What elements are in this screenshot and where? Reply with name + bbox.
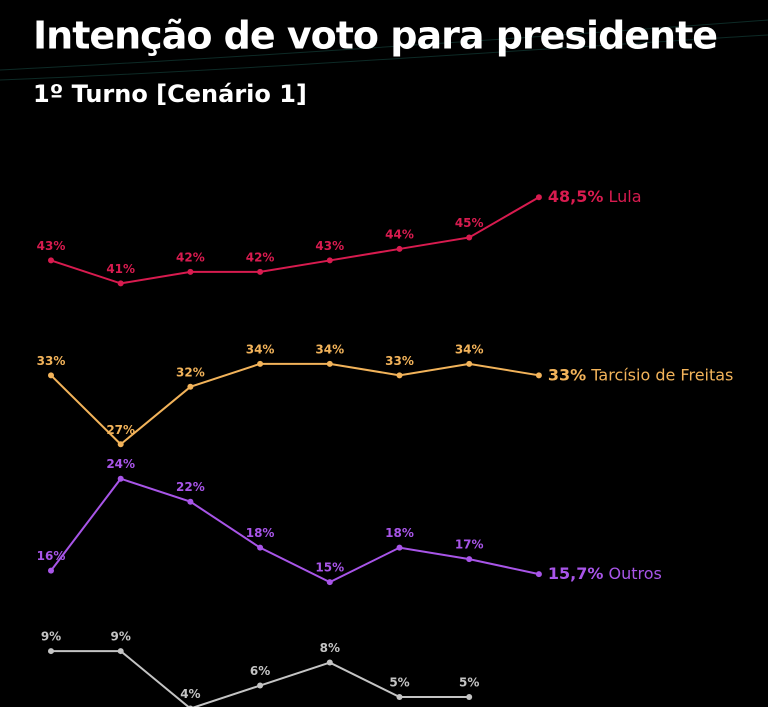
end-label: 15,7% Outros <box>548 564 662 583</box>
point <box>257 682 264 689</box>
point <box>187 383 194 390</box>
point <box>117 648 124 655</box>
value-label: 17% <box>455 538 484 552</box>
point <box>396 544 403 551</box>
point <box>187 498 194 505</box>
value-label: 9% <box>41 630 61 644</box>
value-label: 33% <box>385 354 414 368</box>
value-label: 45% <box>455 216 484 230</box>
point <box>257 268 264 275</box>
value-label: 8% <box>320 641 340 655</box>
point <box>466 694 473 701</box>
point <box>48 257 54 264</box>
point <box>117 280 124 287</box>
point <box>396 694 403 701</box>
value-label: 42% <box>246 250 275 264</box>
point <box>466 234 473 241</box>
value-label: 34% <box>455 342 484 356</box>
value-label: 15% <box>315 561 344 575</box>
point <box>187 268 194 275</box>
point <box>326 579 333 586</box>
point <box>535 194 542 201</box>
point <box>257 544 264 551</box>
value-label: 4% <box>180 687 200 701</box>
series-line <box>50 196 540 285</box>
point <box>117 441 124 448</box>
chart-subtitle: 1º Turno [Cenário 1] <box>33 80 307 108</box>
value-label: 33% <box>37 354 66 368</box>
point <box>466 360 473 367</box>
end-value-label: 15,7% <box>548 564 604 583</box>
value-label: 5% <box>389 676 409 690</box>
chart-title: Intenção de voto para presidente <box>33 14 717 58</box>
point <box>326 360 333 367</box>
value-label: 34% <box>246 342 275 356</box>
point <box>48 372 54 379</box>
point <box>396 372 403 379</box>
value-label: 27% <box>106 423 135 437</box>
value-label: 5% <box>459 676 479 690</box>
value-label: 32% <box>176 365 205 379</box>
end-label: 48,5% Lula <box>548 187 642 206</box>
point <box>535 372 542 379</box>
series-name: Tarcísio de Freitas <box>590 365 733 384</box>
value-label: 34% <box>315 342 344 356</box>
value-label: 16% <box>37 549 66 563</box>
value-label: 43% <box>315 239 344 253</box>
value-label: 18% <box>246 526 275 540</box>
point <box>48 567 54 574</box>
value-label: 18% <box>385 526 414 540</box>
point <box>396 245 403 252</box>
value-label: 43% <box>37 239 66 253</box>
value-label: 42% <box>176 250 205 264</box>
value-label: 41% <box>106 262 135 276</box>
series-line <box>50 362 540 446</box>
point <box>326 257 333 264</box>
end-value-label: 48,5% <box>548 187 604 206</box>
point <box>466 556 473 563</box>
value-label: 44% <box>385 227 414 241</box>
end-value-label: 33% <box>548 365 586 384</box>
value-label: 22% <box>176 480 205 494</box>
point <box>117 475 124 482</box>
value-label: 6% <box>250 664 270 678</box>
decor <box>0 19 768 81</box>
series-line <box>50 477 540 584</box>
point <box>535 571 542 578</box>
point <box>326 659 333 666</box>
series-name: Lula <box>609 187 642 206</box>
value-label: 24% <box>106 457 135 471</box>
point <box>257 360 264 367</box>
point <box>48 648 54 655</box>
value-label: 9% <box>111 630 131 644</box>
end-label: 33% Tarcísio de Freitas <box>548 365 734 384</box>
series-name: Outros <box>609 564 662 583</box>
